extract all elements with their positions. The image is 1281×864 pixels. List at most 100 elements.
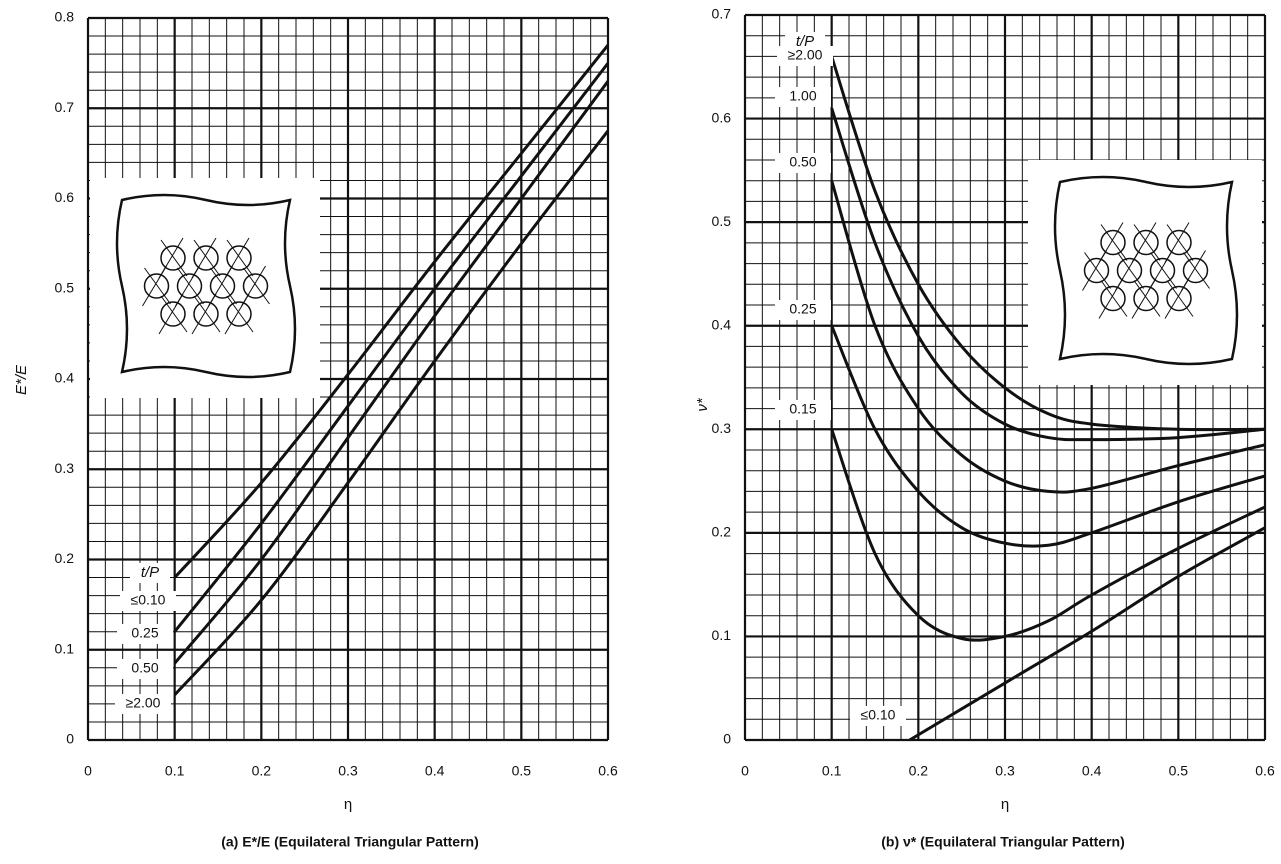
hole [226,301,252,327]
x-tick-label: 0.6 [1255,763,1275,779]
legend-label-background [775,400,831,420]
y-tick-label: 0.6 [712,109,732,125]
hole-cross [1084,252,1111,289]
curve [830,55,1266,432]
curve [830,428,1266,642]
x-tick-label: 0.1 [165,763,185,779]
x-tick-label: 0.5 [1169,763,1189,779]
legend-label: ≥2.00 [788,47,823,63]
chart-a: 0 0.1 0.2 0.3 0.4 0.5 0.6 0 0.1 0.2 0.3 0.4 0.5 0.6 0.… [13,9,618,850]
legend-label: 1.00 [789,88,816,104]
hole [242,273,269,299]
hole-cross [193,239,221,277]
inset-plate [115,193,297,379]
chart-title: (b) ν* (Equilateral Triangular Pattern) [881,834,1125,850]
x-tick-label: 0 [84,763,92,779]
hole [1083,257,1110,284]
hole-cross [1082,250,1107,291]
hole-cross [1166,224,1194,261]
hole-cross [1100,224,1128,261]
hole [1166,285,1192,312]
curve [830,325,1266,548]
y-tick-label: 0.6 [55,189,75,205]
y-tick-label: 0.4 [712,316,732,332]
x-tick-label: 0.2 [909,763,929,779]
hole-cross [160,239,188,277]
hole [193,245,219,271]
hole [209,273,236,299]
hole [226,245,252,271]
y-tick-label: 0.8 [55,9,75,25]
hole-cross [243,267,270,305]
x-tick-label: 0.4 [1082,763,1102,779]
legend-label-background [775,87,831,107]
x-tick-label: 0.1 [822,763,842,779]
legend-title: t/P [796,33,814,50]
legend-label-background [775,300,831,320]
chart-title: (a) E*/E (Equilateral Triangular Pattern… [221,834,479,850]
inset-background [90,178,320,398]
y-tick-label: 0.1 [55,640,75,656]
y-axis-label: E*/E [13,364,30,395]
legend-label: 0.25 [131,625,158,641]
hole-cross [160,295,188,333]
y-axis-label: ν* [694,397,711,412]
legend-label: ≥2.00 [126,695,161,711]
legend-label: 0.50 [131,660,158,676]
hole [1133,229,1159,256]
hole [1100,285,1126,312]
y-tick-label: 0.2 [712,524,732,540]
hole [1133,285,1159,312]
hole-cross [177,267,204,305]
legend-label-background [117,624,173,644]
y-tick-label: 0.2 [55,550,75,566]
legend-label: ≤0.10 [861,707,896,723]
curve [908,526,1266,742]
x-tick-label: 0.5 [512,763,532,779]
x-tick-label: 0.2 [252,763,272,779]
y-tick-label: 0 [723,731,731,747]
legend-label: ≤0.10 [131,592,166,608]
y-tick-label: 0.5 [55,279,75,295]
hole-cross [1100,280,1128,317]
hole-cross [1131,278,1157,319]
hole [176,273,203,299]
hole-cross [1183,252,1210,289]
x-axis-label: η [1001,796,1009,813]
legend-label-background [850,706,906,726]
hole [160,301,186,327]
hole-cross [142,265,167,307]
legend-title: t/P [141,564,159,581]
hole-cross [226,239,254,277]
y-tick-label: 0.3 [712,420,732,436]
hole-cross [226,295,254,333]
legend-label-background [120,591,176,611]
inset-background [1028,160,1262,385]
hole [1116,257,1143,284]
chart-b: 0 0.1 0.2 0.3 0.4 0.5 0.6 0 0.1 0.2 0.3 0.4 0.5 0.6 0.… [694,6,1275,850]
curve [173,129,610,696]
hole-cross [193,295,221,333]
hole [193,301,219,327]
x-tick-label: 0.3 [338,763,358,779]
hole [1166,229,1192,256]
y-tick-label: 0 [66,731,74,747]
hole-cross [1166,280,1194,317]
curve [173,80,610,665]
hole-cross [1098,278,1124,319]
y-tick-label: 0.7 [55,99,75,115]
legend-label-background [117,659,173,679]
curve [830,180,1266,494]
y-tick-label: 0.3 [55,460,75,476]
inset-plate [1053,175,1239,366]
x-tick-label: 0.4 [425,763,445,779]
y-tick-label: 0.5 [712,213,732,229]
hole-cross [224,293,250,335]
legend-label: 0.15 [789,401,816,417]
hole-cross [210,267,237,305]
legend-label-background [777,46,833,66]
legend-label: 0.25 [789,301,816,317]
curve [830,107,1266,442]
hole-cross [144,267,171,305]
y-tick-label: 0.1 [712,627,732,643]
